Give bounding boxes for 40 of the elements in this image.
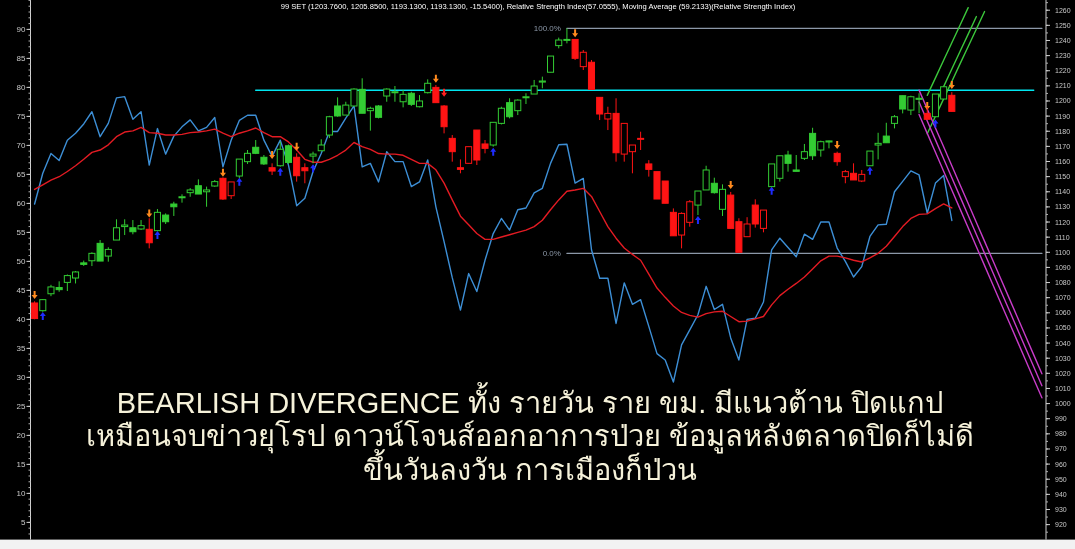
y-tick-label: 35 <box>16 343 27 353</box>
point <box>572 29 579 38</box>
y-tick-label: 85 <box>16 53 27 63</box>
y-tick-label: 50 <box>16 256 27 266</box>
point <box>866 166 873 175</box>
y-tick-label: 30 <box>16 372 27 382</box>
point <box>727 180 734 189</box>
y-tick-label: 20 <box>16 430 27 440</box>
point <box>269 151 276 159</box>
point <box>146 209 153 218</box>
point <box>490 147 497 156</box>
y-tick-label: 60 <box>16 198 27 208</box>
y-tick-label: 55 <box>16 227 27 237</box>
point <box>236 177 243 186</box>
y-tick-label: 40 <box>16 314 27 324</box>
point <box>219 168 226 177</box>
series-label: 100.0% <box>533 23 561 33</box>
y-tick-label: 45 <box>16 285 27 295</box>
y-tick-label: 90 <box>16 24 27 34</box>
y-tick-label: 65 <box>16 169 27 179</box>
point <box>31 291 38 300</box>
y-tick-label: 15 <box>16 459 27 469</box>
point <box>432 74 439 83</box>
series-label: 0.0% <box>542 248 561 258</box>
point <box>39 311 46 320</box>
point <box>948 80 955 89</box>
y-tick-label: 80 <box>16 82 27 92</box>
point <box>310 164 317 173</box>
y-tick-label: 25 <box>16 401 27 411</box>
point <box>768 186 775 195</box>
point <box>694 216 701 225</box>
y-tick-label: 70 <box>16 140 27 150</box>
point <box>277 167 284 176</box>
y-tick-label: 5 <box>21 517 27 527</box>
point <box>834 141 841 150</box>
point <box>932 119 939 128</box>
point <box>293 142 300 151</box>
y-tick-label: 10 <box>16 488 27 498</box>
y-tick-label: 75 <box>16 111 27 121</box>
point <box>154 231 161 240</box>
